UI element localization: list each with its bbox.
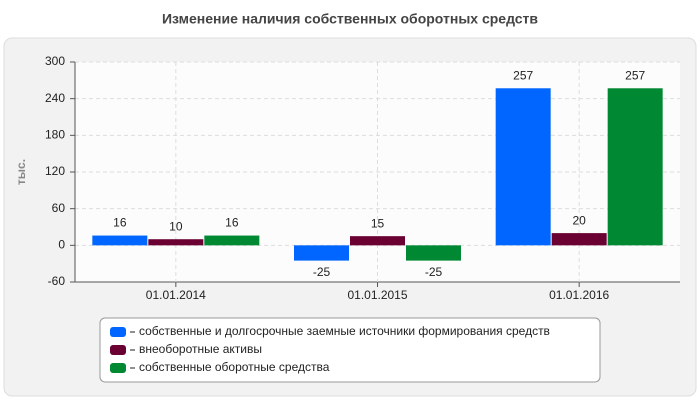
legend-marker <box>110 363 126 373</box>
bar <box>495 88 551 246</box>
data-label: 16 <box>225 216 239 230</box>
y-tick-label: 60 <box>52 201 66 215</box>
bar <box>204 235 260 246</box>
y-tick-label: 0 <box>58 238 65 252</box>
data-label: 16 <box>113 216 127 230</box>
y-axis-label: тыс. <box>14 159 28 185</box>
bar <box>350 236 405 246</box>
y-tick-label: 300 <box>45 54 65 68</box>
bar <box>294 245 349 261</box>
bar <box>607 88 663 246</box>
legend <box>99 317 601 383</box>
x-tick-label: 01.01.2016 <box>549 288 609 302</box>
bar <box>92 235 148 246</box>
legend-label: внеоборотные активы <box>139 342 262 356</box>
bar <box>148 239 204 246</box>
chart-title: Изменение наличия собственных оборотных … <box>162 11 538 27</box>
bar <box>551 233 607 246</box>
x-tick-label: 01.01.2015 <box>347 288 407 302</box>
legend-marker <box>110 345 126 355</box>
data-label: -25 <box>313 265 331 279</box>
y-tick-label: 180 <box>45 128 65 142</box>
legend-label: собственные и долгосрочные заемные источ… <box>139 324 550 338</box>
data-label: 257 <box>625 68 645 82</box>
x-tick-label: 01.01.2014 <box>146 288 206 302</box>
data-label: 10 <box>169 219 183 233</box>
y-tick-label: -60 <box>48 274 66 288</box>
legend-marker <box>110 327 126 337</box>
y-tick-label: 120 <box>45 164 65 178</box>
data-label: 20 <box>572 213 586 227</box>
bar <box>406 245 461 261</box>
data-label: 15 <box>371 216 385 230</box>
legend-label: собственные оборотные средства <box>139 360 330 374</box>
data-label: 257 <box>513 68 533 82</box>
data-label: -25 <box>425 265 443 279</box>
y-tick-label: 240 <box>45 91 65 105</box>
